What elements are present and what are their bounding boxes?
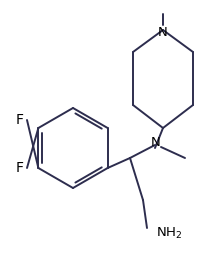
Text: F: F [16, 113, 24, 127]
Text: NH$_2$: NH$_2$ [156, 226, 182, 241]
Text: F: F [16, 161, 24, 175]
Text: N: N [158, 25, 168, 39]
Text: N: N [151, 135, 161, 149]
